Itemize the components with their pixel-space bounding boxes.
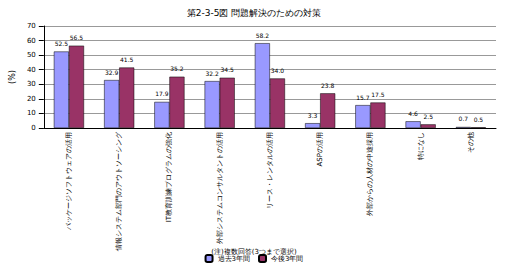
svg-text:34.0: 34.0 bbox=[271, 67, 285, 74]
svg-text:32.9: 32.9 bbox=[105, 69, 119, 76]
svg-text:0.5: 0.5 bbox=[474, 116, 484, 123]
svg-text:70: 70 bbox=[27, 22, 36, 30]
svg-text:50: 50 bbox=[27, 51, 36, 59]
svg-text:56.5: 56.5 bbox=[70, 34, 84, 41]
svg-text:パッケージソフトウェアの活用: パッケージソフトウェアの活用 bbox=[65, 132, 73, 231]
svg-text:情報システム部門のアウトソーシング: 情報システム部門のアウトソーシング bbox=[115, 131, 123, 252]
svg-text:32.2: 32.2 bbox=[205, 70, 219, 77]
svg-text:0: 0 bbox=[31, 124, 35, 132]
svg-text:(%): (%) bbox=[8, 70, 17, 84]
svg-text:34.5: 34.5 bbox=[221, 66, 235, 73]
svg-text:4.6: 4.6 bbox=[408, 110, 418, 117]
svg-text:52.5: 52.5 bbox=[55, 40, 69, 47]
svg-text:15.7: 15.7 bbox=[356, 94, 370, 101]
svg-text:特になし: 特になし bbox=[417, 132, 425, 160]
svg-text:0.7: 0.7 bbox=[459, 115, 469, 122]
svg-text:ASPの活用: ASPの活用 bbox=[316, 132, 324, 166]
svg-text:23.8: 23.8 bbox=[321, 82, 335, 89]
svg-text:58.2: 58.2 bbox=[256, 32, 270, 39]
svg-text:20: 20 bbox=[27, 95, 36, 103]
svg-text:40: 40 bbox=[27, 66, 36, 74]
svg-text:(注)複数回答(3つまで選択): (注)複数回答(3つまで選択) bbox=[211, 247, 297, 256]
svg-text:外部システムコンサルタントの活用: 外部システムコンサルタントの活用 bbox=[216, 132, 224, 244]
svg-text:3.3: 3.3 bbox=[308, 112, 318, 119]
svg-text:17.9: 17.9 bbox=[155, 90, 169, 97]
svg-text:60: 60 bbox=[27, 37, 36, 45]
svg-text:10: 10 bbox=[27, 109, 36, 117]
svg-text:17.5: 17.5 bbox=[371, 91, 385, 98]
svg-text:35.2: 35.2 bbox=[170, 65, 184, 72]
svg-text:30: 30 bbox=[27, 80, 36, 88]
svg-text:外部からの人材の中途採用: 外部からの人材の中途採用 bbox=[366, 132, 374, 216]
svg-text:リース・レンタルの活用: リース・レンタルの活用 bbox=[266, 132, 274, 209]
svg-text:2.5: 2.5 bbox=[423, 113, 433, 120]
svg-text:IT教育訓練プログラムの強化: IT教育訓練プログラムの強化 bbox=[164, 132, 173, 222]
svg-text:41.5: 41.5 bbox=[120, 56, 134, 63]
svg-text:第2-3-5図 問題解決のための対策: 第2-3-5図 問題解決のための対策 bbox=[187, 8, 322, 18]
svg-text:今後3年間: 今後3年間 bbox=[271, 255, 303, 263]
svg-text:その他: その他 bbox=[467, 132, 475, 153]
svg-text:過去3年間: 過去3年間 bbox=[218, 255, 250, 263]
